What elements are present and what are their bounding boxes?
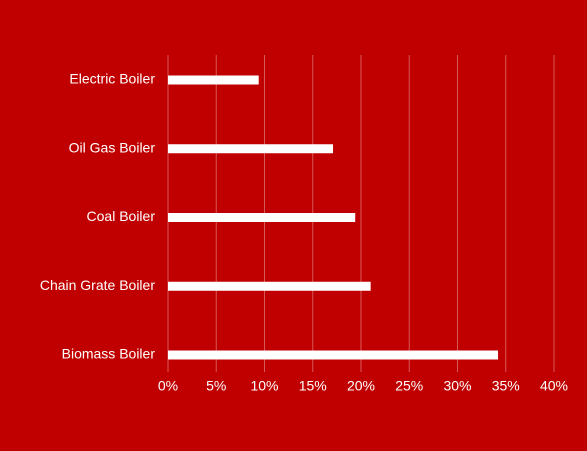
bar: [168, 213, 356, 222]
x-tick-label: 15%: [299, 378, 327, 394]
bar: [168, 144, 334, 154]
y-tick-label: Oil Gas Boiler: [69, 139, 156, 155]
bar: [168, 281, 371, 291]
x-tick-label: 30%: [443, 378, 471, 394]
bar: [168, 75, 259, 85]
x-tick-label: 20%: [347, 378, 375, 394]
y-tick-label: Chain Grate Boiler: [40, 277, 156, 293]
x-tick-label: 25%: [395, 378, 423, 394]
x-tick-label: 5%: [206, 378, 226, 394]
x-tick-label: 35%: [492, 378, 520, 394]
x-tick-label: 40%: [540, 378, 568, 394]
y-tick-label: Biomass Boiler: [62, 346, 156, 362]
bar: [168, 350, 499, 360]
y-tick-label: Electric Boiler: [69, 71, 155, 87]
x-tick-label: 10%: [250, 378, 278, 394]
y-tick-label: Coal Boiler: [87, 208, 156, 224]
x-tick-label: 0%: [158, 378, 178, 394]
